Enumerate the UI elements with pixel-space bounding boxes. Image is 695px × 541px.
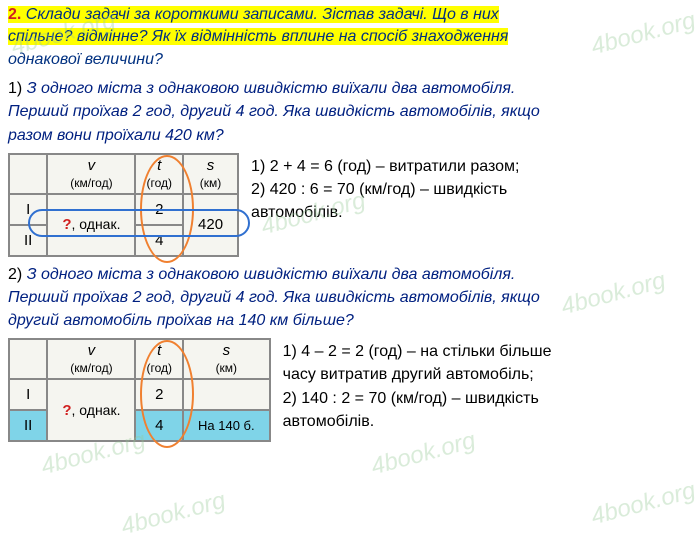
s2-c: 2) 140 : 2 = 70 (км/год) – швидкість (283, 387, 687, 410)
th-s-2: s (223, 342, 231, 359)
p1-l1: З одного міста з однаковою швидкістю виї… (27, 80, 516, 97)
task-prompt: 2. Склади задачі за короткими записами. … (0, 0, 695, 75)
s1-a: 1) 2 + 4 = 6 (год) – витратили разом; (251, 155, 687, 178)
th-t: t (157, 157, 161, 174)
row-2-label-2: II (9, 410, 47, 441)
th-v-sub-2: (км/год) (70, 361, 112, 375)
cell-v-2: ?, однак. (47, 379, 135, 441)
th-v-2: v (88, 342, 96, 359)
s2-d: автомобілів. (283, 410, 687, 433)
cell-t1: 2 (135, 194, 183, 225)
task-number: 2. (8, 6, 21, 23)
solution-1: 1) 2 + 4 = 6 (год) – витратили разом; 2)… (251, 153, 687, 225)
table-2-wrap: v(км/год) t(год) s(км) I ?, однак. 2 II … (8, 338, 271, 442)
prompt-line2: спільне? відмінне? Як їх відмінність впл… (8, 28, 508, 45)
row-1-label-2: I (9, 379, 47, 410)
prompt-line3: однакової величини? (8, 51, 163, 68)
th-s-sub: (км) (200, 176, 222, 190)
p1-l3: разом вони проїхали 420 км? (8, 127, 224, 144)
watermark: 4book.org (118, 487, 228, 541)
th-t-sub-2: (год) (146, 361, 172, 375)
cell-s-2: На 140 б. (183, 410, 270, 441)
th-v: v (88, 157, 96, 174)
th-t-sub: (год) (146, 176, 172, 190)
problem-1-text: 1) З одного міста з однаковою швидкістю … (0, 75, 695, 149)
cell-v: ?, однак. (47, 194, 135, 256)
cell-s-empty (183, 379, 270, 410)
p2-num: 2) (8, 266, 22, 283)
p2-l1: З одного міста з однаковою швидкістю виї… (27, 266, 516, 283)
row-2-label: II (9, 225, 47, 256)
cell-t2: 4 (135, 225, 183, 256)
p1-l2: Перший проїхав 2 год, другий 4 год. Яка … (8, 103, 540, 120)
s2-b: часу витратив другий автомобіль; (283, 363, 687, 386)
odnak-2: , однак. (72, 402, 121, 418)
s1-b: 2) 420 : 6 = 70 (км/год) – швидкість (251, 178, 687, 201)
odnak: , однак. (72, 216, 121, 232)
th-s-sub-2: (км) (216, 361, 238, 375)
s1-c: автомобілів. (251, 201, 687, 224)
solution-2: 1) 4 – 2 = 2 (год) – на стільки більше ч… (283, 338, 687, 433)
table-1: v (км/год) t (год) s (км) I ?, однак. 2 420… (8, 153, 239, 257)
th-v-sub: (км/год) (70, 176, 112, 190)
p2-l3: другий автомобіль проїхав на 140 км біль… (8, 312, 354, 329)
row-1-label: I (9, 194, 47, 225)
p2-l2: Перший проїхав 2 год, другий 4 год. Яка … (8, 289, 540, 306)
watermark: 4book.org (588, 477, 695, 532)
qmark-2: ? (62, 402, 71, 419)
prompt-line1: Склади задачі за короткими записами. Зіс… (26, 6, 499, 23)
s2-a: 1) 4 – 2 = 2 (год) – на стільки більше (283, 340, 687, 363)
th-t-2: t (157, 342, 161, 359)
table-2: v(км/год) t(год) s(км) I ?, однак. 2 II … (8, 338, 271, 442)
p1-num: 1) (8, 80, 22, 97)
cell-s: 420 (183, 194, 238, 256)
section-2: v(км/год) t(год) s(км) I ?, однак. 2 II … (0, 334, 695, 446)
qmark: ? (62, 216, 71, 233)
table-1-wrap: v (км/год) t (год) s (км) I ?, однак. 2 420… (8, 153, 239, 257)
cell-t2-2: 4 (135, 410, 183, 441)
section-1: v (км/год) t (год) s (км) I ?, однак. 2 420… (0, 149, 695, 261)
th-s: s (207, 157, 215, 174)
problem-2-text: 2) З одного міста з однаковою швидкістю … (0, 261, 695, 335)
cell-t1-2: 2 (135, 379, 183, 410)
